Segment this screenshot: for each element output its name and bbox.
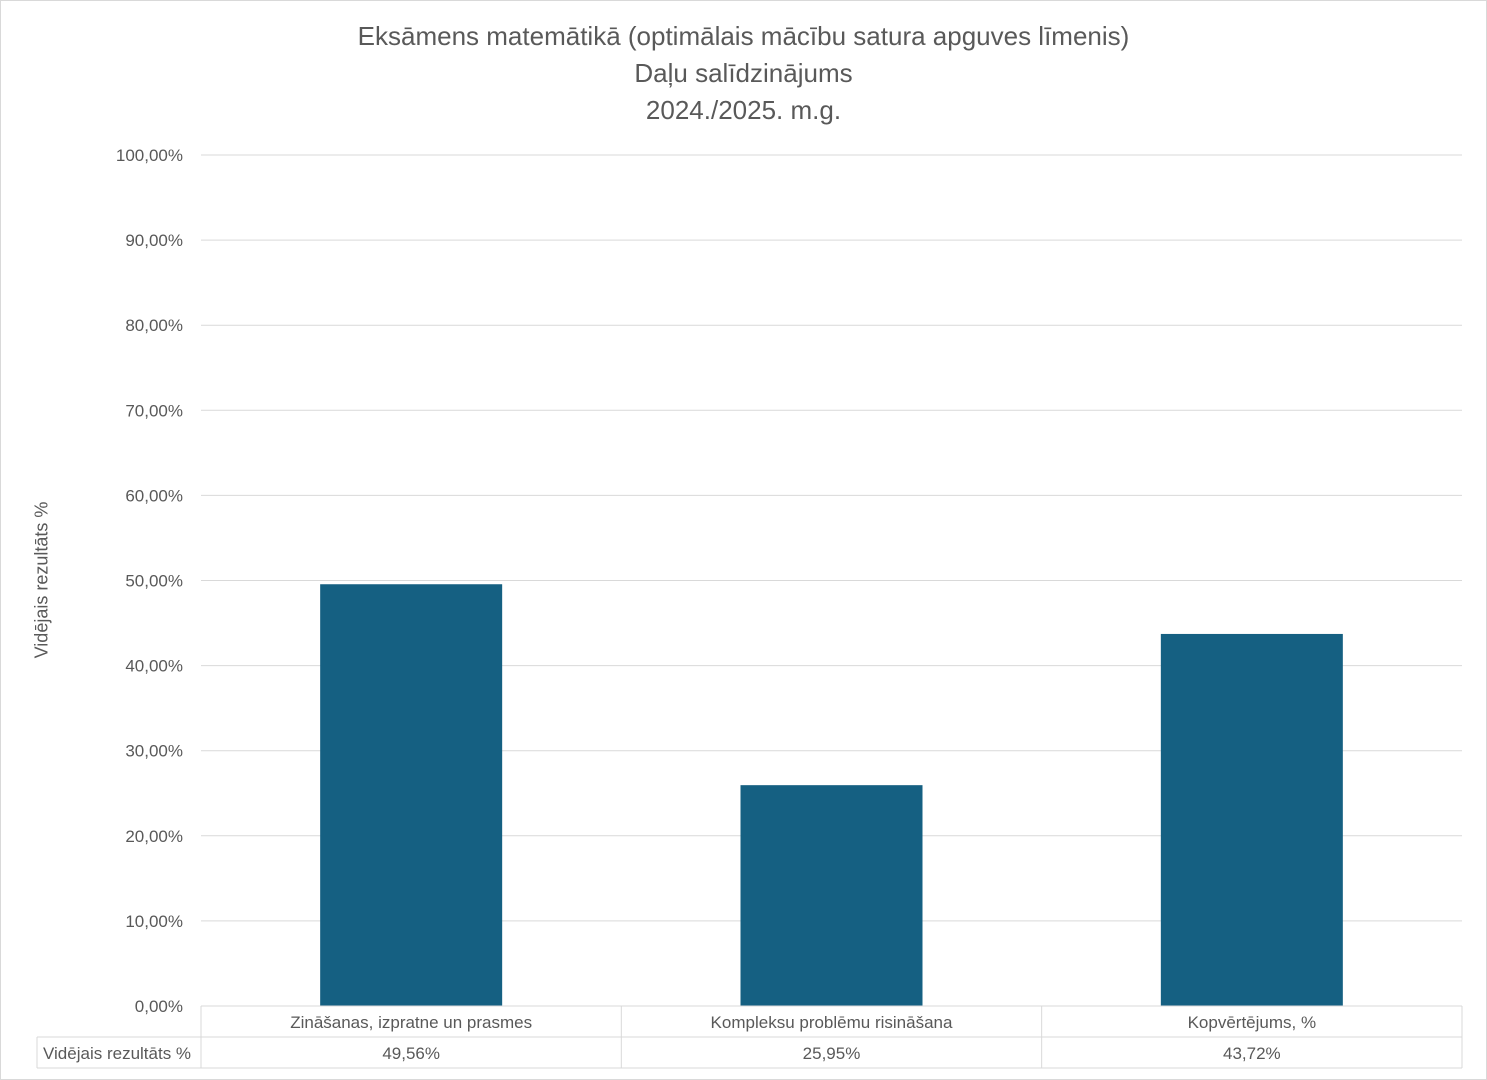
- table-value-label: 25,95%: [803, 1044, 861, 1063]
- chart-subtitle: Daļu salīdzinājums: [634, 58, 853, 88]
- chart-title: Eksāmens matemātikā (optimālais mācību s…: [357, 21, 1130, 51]
- chart-title-block: Eksāmens matemātikā (optimālais mācību s…: [0, 18, 1487, 129]
- y-tick-label: 50,00%: [125, 572, 183, 591]
- y-tick-label: 20,00%: [125, 827, 183, 846]
- y-tick-label: 60,00%: [125, 486, 183, 505]
- y-tick-label: 80,00%: [125, 316, 183, 335]
- y-tick-label: 70,00%: [125, 401, 183, 420]
- table-value-label: 43,72%: [1223, 1044, 1281, 1063]
- y-tick-label: 40,00%: [125, 657, 183, 676]
- y-tick-label: 10,00%: [125, 912, 183, 931]
- x-category-label: Kompleksu problēmu risināšana: [711, 1013, 953, 1032]
- bar: [740, 785, 923, 1006]
- y-tick-label: 30,00%: [125, 742, 183, 761]
- bar: [320, 584, 503, 1006]
- table-series-name: Vidējais rezultāts %: [43, 1044, 191, 1063]
- y-tick-label: 0,00%: [135, 997, 183, 1016]
- chart-subtitle-year: 2024./2025. m.g.: [645, 95, 842, 125]
- bar: [1160, 633, 1343, 1006]
- y-tick-label: 90,00%: [125, 231, 183, 250]
- x-category-label: Zināšanas, izpratne un prasmes: [290, 1013, 532, 1032]
- x-category-label: Kopvērtējums, %: [1188, 1013, 1317, 1032]
- y-tick-label: 100,00%: [116, 146, 183, 165]
- table-value-label: 49,56%: [382, 1044, 440, 1063]
